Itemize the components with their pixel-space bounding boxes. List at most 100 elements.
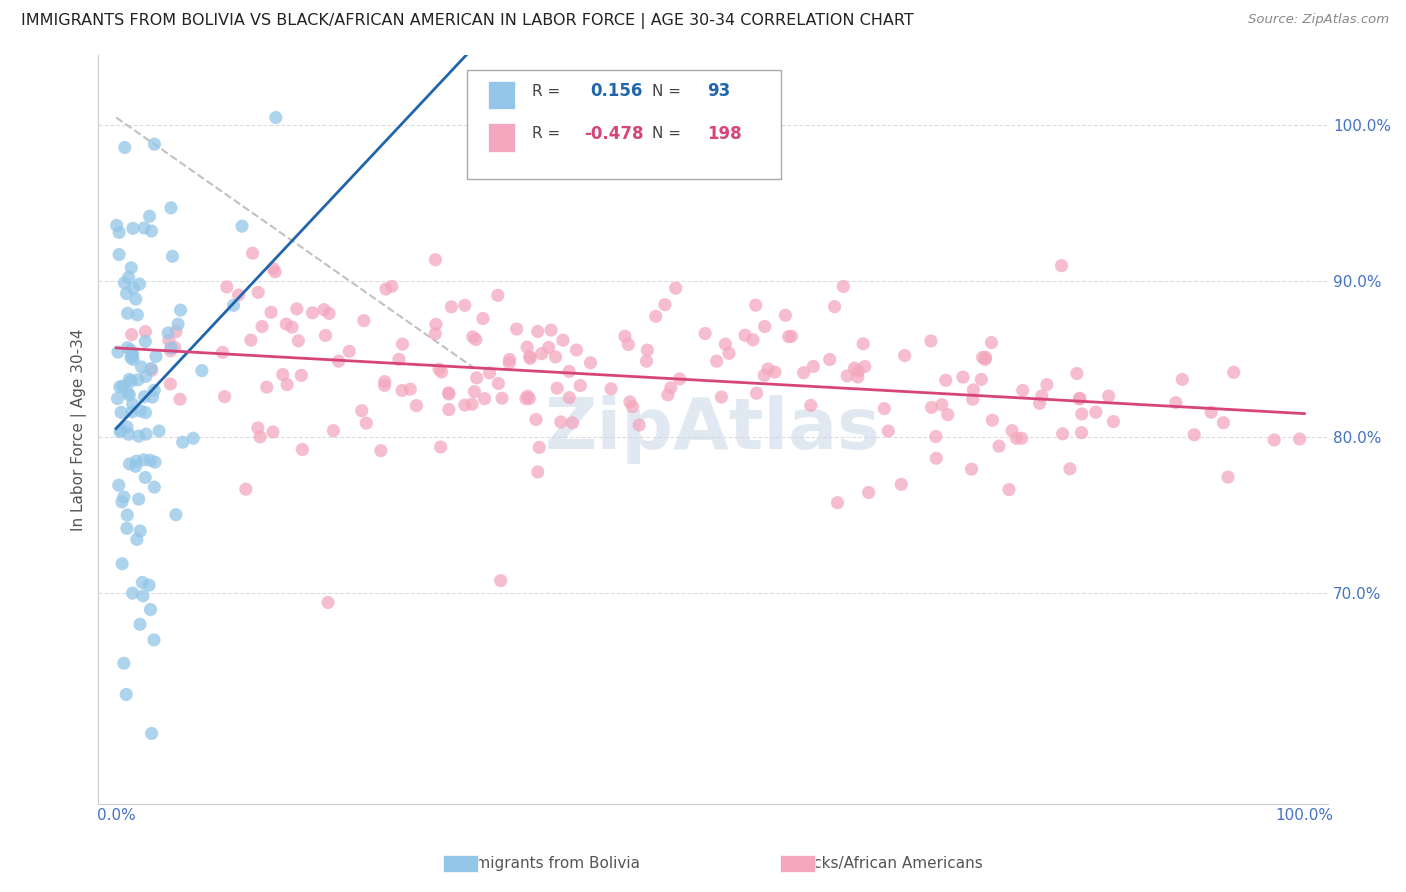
Point xyxy=(1263,433,1285,447)
Point xyxy=(454,398,477,412)
Point xyxy=(141,363,163,377)
Point xyxy=(122,221,145,235)
Point xyxy=(962,392,984,407)
Point xyxy=(818,352,841,367)
Point xyxy=(312,302,335,317)
Point xyxy=(1005,431,1028,445)
Point xyxy=(112,490,135,504)
Point xyxy=(165,508,187,522)
Point xyxy=(565,343,588,357)
Point xyxy=(551,333,574,347)
Point xyxy=(540,323,562,337)
Point xyxy=(974,351,997,365)
Point xyxy=(980,335,1002,350)
Point xyxy=(132,589,155,603)
Point xyxy=(952,370,974,384)
Point xyxy=(125,454,148,468)
Point xyxy=(391,337,413,351)
Point xyxy=(228,288,250,302)
Point xyxy=(714,337,737,351)
Point xyxy=(118,427,141,442)
Point xyxy=(644,310,666,324)
Point xyxy=(120,374,142,388)
Point xyxy=(695,326,717,341)
Point xyxy=(920,334,942,348)
Point xyxy=(107,392,129,406)
Point xyxy=(374,378,396,392)
Point xyxy=(122,352,145,367)
Point xyxy=(159,377,181,392)
Text: N =: N = xyxy=(652,127,681,141)
Point xyxy=(318,306,340,320)
Point xyxy=(925,429,948,443)
Point xyxy=(848,364,870,378)
Point xyxy=(505,322,527,336)
Point xyxy=(148,424,170,438)
Text: 198: 198 xyxy=(707,125,742,143)
Text: -0.478: -0.478 xyxy=(583,125,644,143)
Point xyxy=(117,306,139,320)
Point xyxy=(160,201,183,215)
Point xyxy=(1070,425,1092,440)
Point xyxy=(112,657,135,671)
Point xyxy=(111,557,134,571)
Point xyxy=(974,352,997,367)
Point xyxy=(998,483,1021,497)
Point xyxy=(114,276,136,290)
Point xyxy=(832,279,855,293)
Point xyxy=(181,431,204,445)
Point xyxy=(530,346,553,360)
Point xyxy=(1069,391,1091,405)
Point xyxy=(121,397,143,411)
Point xyxy=(122,281,145,295)
Point xyxy=(1164,395,1187,409)
Point xyxy=(121,347,143,361)
Point xyxy=(247,285,270,300)
Point xyxy=(391,384,413,398)
Point xyxy=(315,328,337,343)
Point xyxy=(115,688,138,702)
Point xyxy=(117,508,139,522)
Point xyxy=(117,385,139,400)
Point xyxy=(287,334,309,348)
Point xyxy=(529,441,551,455)
Point xyxy=(260,305,283,319)
Point xyxy=(893,349,915,363)
Point xyxy=(215,280,238,294)
Point xyxy=(143,480,166,494)
Point xyxy=(108,247,131,261)
Point xyxy=(120,351,142,365)
Point xyxy=(801,359,824,374)
Point xyxy=(172,435,194,450)
Point xyxy=(988,439,1011,453)
Point xyxy=(621,400,644,414)
Point xyxy=(121,586,143,600)
Point xyxy=(972,351,994,365)
Point xyxy=(877,424,900,438)
Point xyxy=(474,392,496,406)
Text: Immigrants from Bolivia: Immigrants from Bolivia xyxy=(457,856,640,871)
Point xyxy=(157,333,180,347)
Point xyxy=(617,337,640,351)
Point xyxy=(134,390,156,404)
Point xyxy=(117,341,139,355)
Point xyxy=(169,303,191,318)
Point xyxy=(519,351,541,366)
Point xyxy=(128,492,150,507)
Point xyxy=(231,219,253,234)
Point xyxy=(399,382,422,396)
Point xyxy=(316,595,339,609)
Point xyxy=(108,226,131,240)
Point xyxy=(429,440,451,454)
Text: R =: R = xyxy=(533,84,561,99)
Point xyxy=(115,286,138,301)
Point xyxy=(498,352,520,367)
Point xyxy=(108,425,131,439)
Point xyxy=(134,334,156,349)
Point xyxy=(262,261,284,276)
Point xyxy=(121,405,143,419)
Point xyxy=(654,298,676,312)
Point xyxy=(108,380,131,394)
Point xyxy=(159,343,181,358)
Point xyxy=(465,371,488,385)
